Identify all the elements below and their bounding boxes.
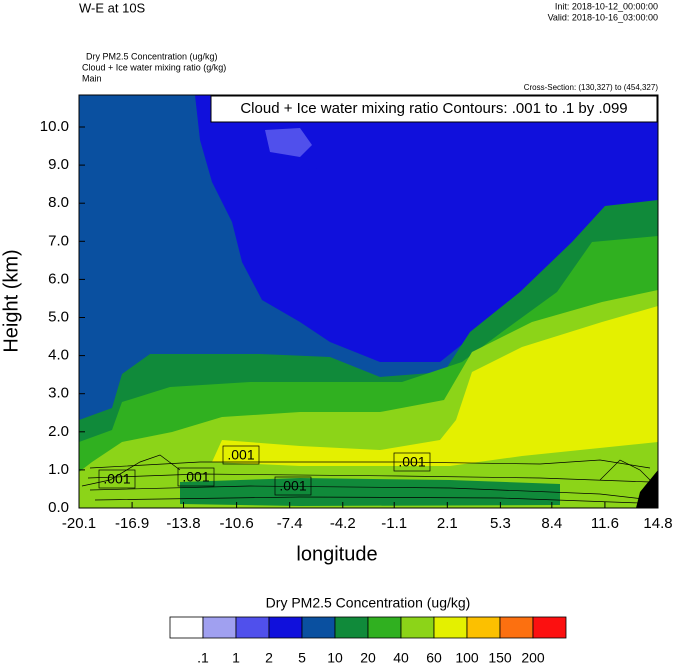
colorbar-box (301, 616, 336, 639)
y-tick-label: 7.0 (48, 232, 69, 249)
contour-label-box (393, 452, 431, 472)
colorbar-box (202, 616, 237, 639)
contour-fill (265, 128, 312, 157)
y-tick-label: 10.0 (40, 118, 69, 135)
contour-label: .001 (279, 478, 306, 494)
x-tick-label: -16.9 (115, 515, 149, 532)
x-tick-label: 14.8 (643, 515, 672, 532)
colorbar-title: Dry PM2.5 Concentration (ug/kg) (266, 595, 471, 611)
contour-info: Cloud + Ice water mixing ratio Contours:… (240, 100, 627, 117)
contour-label-box (274, 476, 312, 496)
cross-section: Cross-Section: (130,327) to (454,327) (524, 83, 659, 92)
contour-label-box (177, 467, 215, 487)
y-tick-label: 2.0 (48, 423, 69, 440)
contour-line (81, 454, 181, 487)
contour-line (94, 496, 641, 504)
colorbar-box (466, 616, 501, 639)
x-axis-label: longitude (296, 543, 377, 565)
x-tick-label: 5.3 (490, 515, 511, 532)
contour-line (599, 459, 651, 481)
colorbar-label: 5 (298, 650, 306, 666)
contour-label: .001 (227, 447, 254, 463)
colorbar-box (433, 616, 468, 639)
colorbar-box (499, 616, 534, 639)
contour-label-box (222, 445, 260, 465)
contour-fill (180, 478, 560, 506)
colorbar-box (400, 616, 435, 639)
valid-time: Valid: 2018-10-16_03:00:00 (548, 12, 658, 22)
colorbar-box (334, 616, 369, 639)
x-tick-label: -13.8 (166, 515, 200, 532)
y-tick-label: 8.0 (48, 194, 69, 211)
y-tick-label: 1.0 (48, 461, 69, 478)
x-tick-label: -1.1 (381, 515, 407, 532)
colorbar-box (235, 616, 270, 639)
y-tick-label: 3.0 (48, 385, 69, 402)
y-tick-label: 6.0 (48, 270, 69, 287)
contour-label: .001 (103, 471, 130, 487)
contour-info-box (210, 95, 658, 123)
contour-fill (212, 306, 658, 466)
subtitle: Main (82, 73, 102, 83)
colorbar-label: 10 (327, 650, 343, 666)
colorbar-label: 100 (455, 650, 479, 666)
y-tick-label: 5.0 (48, 308, 69, 325)
y-tick-label: 0.0 (48, 499, 69, 516)
colorbar-label: 60 (426, 650, 442, 666)
subtitle: Cloud + Ice water mixing ratio (g/kg) (82, 62, 226, 72)
colorbar-box (532, 616, 567, 639)
init-time: Init: 2018-10-12_00:00:00 (555, 1, 658, 11)
contour-fill (305, 168, 330, 225)
contour-label: .001 (398, 454, 425, 470)
colorbar-label: 1 (232, 650, 240, 666)
colorbar-box (268, 616, 303, 639)
x-tick-label: 8.4 (541, 515, 562, 532)
colorbar-box (367, 616, 402, 639)
x-tick-label: -20.1 (62, 515, 96, 532)
y-axis-label: Height (km) (0, 249, 22, 352)
colorbar-label: 150 (488, 650, 512, 666)
colorbar-box (169, 616, 204, 639)
colorbar-label: .1 (197, 650, 209, 666)
contour-line (89, 459, 651, 469)
colorbar-label: 20 (360, 650, 376, 666)
x-tick-label: 2.1 (437, 515, 458, 532)
contour-fill (195, 95, 658, 362)
contour-line (87, 473, 651, 483)
contour-label: .001 (182, 469, 209, 485)
plot-frame (78, 94, 659, 509)
colorbar-label: 2 (265, 650, 273, 666)
y-tick-label: 4.0 (48, 347, 69, 364)
x-tick-label: -4.2 (330, 515, 356, 532)
chart-title: W-E at 10S (79, 0, 146, 15)
x-tick-label: -10.6 (220, 515, 254, 532)
plot-area: .001 .001 .001 .001 .001 (79, 95, 658, 508)
y-tick-label: 9.0 (48, 156, 69, 173)
subtitle: Dry PM2.5 Concentration (ug/kg) (86, 51, 218, 61)
colorbar-label: 200 (521, 650, 545, 666)
x-tick-label: -7.4 (277, 515, 303, 532)
colorbar-label: 40 (393, 650, 409, 666)
x-tick-label: 11.6 (591, 515, 619, 532)
contour-line (89, 485, 653, 501)
contour-label-box (98, 469, 136, 489)
